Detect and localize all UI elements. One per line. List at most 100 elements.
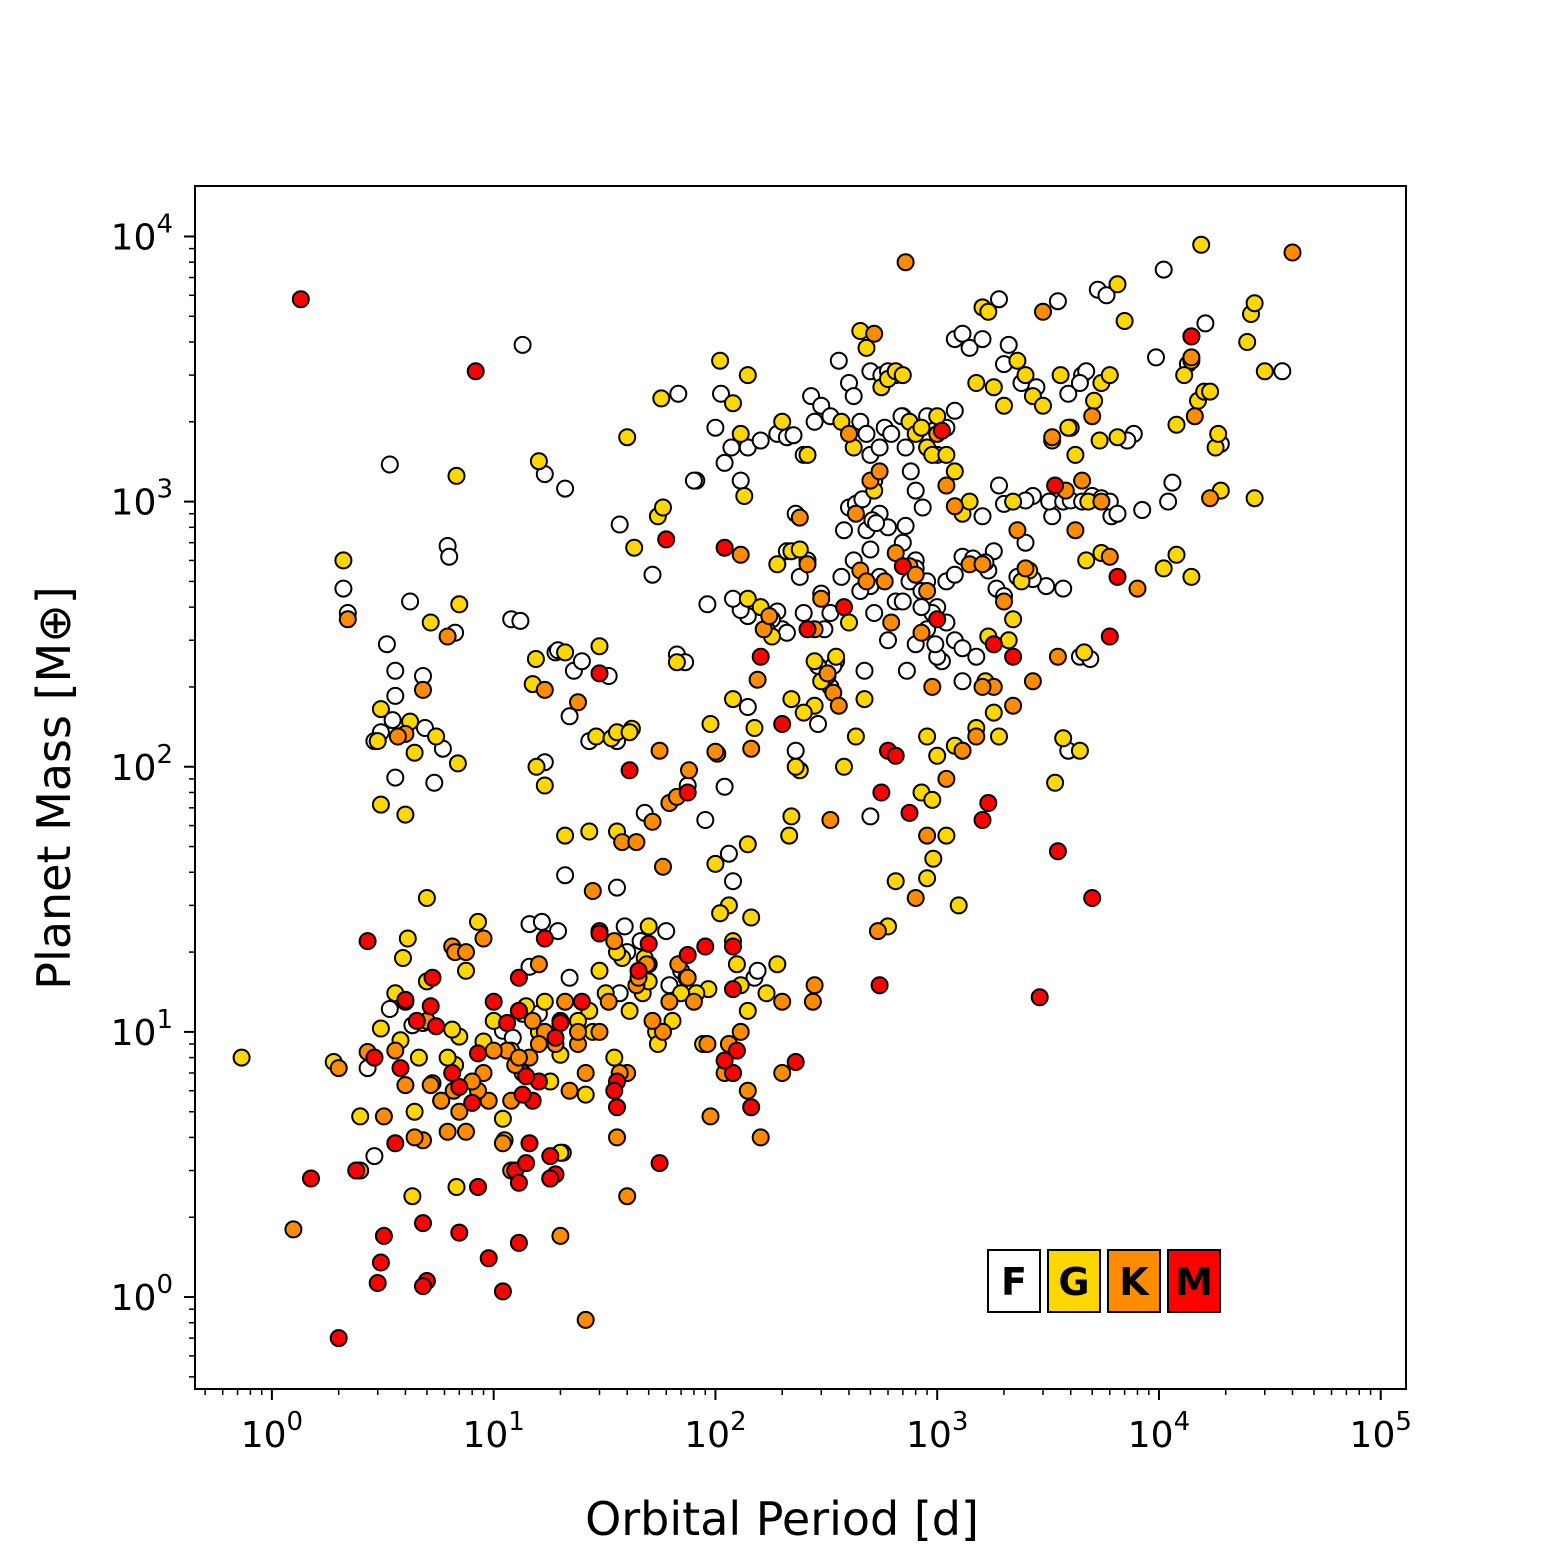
data-point <box>498 1014 517 1032</box>
data-point <box>232 1048 251 1067</box>
data-point <box>1016 533 1035 552</box>
data-point <box>549 922 567 941</box>
data-point <box>513 335 532 354</box>
data-point <box>784 426 803 445</box>
data-point <box>886 872 905 891</box>
data-point <box>1128 579 1147 598</box>
data-point <box>906 565 925 584</box>
y-tick-label: 104 <box>111 209 173 258</box>
data-point <box>868 922 887 941</box>
data-point <box>414 1277 432 1296</box>
data-point <box>960 338 979 357</box>
data-point <box>493 1109 512 1128</box>
data-point <box>945 497 964 516</box>
data-point <box>731 471 750 490</box>
data-point <box>984 703 1003 722</box>
data-point <box>583 882 602 900</box>
data-point <box>479 1249 498 1268</box>
data-point <box>1066 521 1085 540</box>
data-point <box>605 1081 624 1100</box>
data-point <box>786 757 805 776</box>
data-point <box>742 739 761 758</box>
data-point <box>351 1107 370 1126</box>
data-point <box>731 545 750 564</box>
data-point <box>1209 424 1228 443</box>
data-point <box>620 723 639 742</box>
data-point <box>618 428 637 447</box>
data-point <box>1090 431 1109 450</box>
data-point <box>1046 476 1065 495</box>
data-point <box>334 551 353 570</box>
x-tick-label: 104 <box>1128 1407 1190 1456</box>
data-point <box>773 992 792 1011</box>
data-point <box>509 1048 528 1067</box>
data-point <box>447 1178 466 1196</box>
data-point <box>913 498 932 517</box>
data-point <box>405 1102 424 1121</box>
data-point <box>608 1098 626 1117</box>
data-point <box>1070 741 1089 760</box>
data-point <box>794 703 813 722</box>
data-point <box>724 980 742 999</box>
legend-swatch <box>1047 1249 1101 1313</box>
data-point <box>551 1014 570 1032</box>
data-point <box>953 672 972 691</box>
data-point <box>329 1329 348 1348</box>
data-point <box>835 521 853 540</box>
data-point <box>652 389 671 408</box>
data-point <box>450 595 469 614</box>
data-point <box>427 1017 446 1036</box>
data-point <box>560 968 579 987</box>
data-point <box>374 1107 393 1126</box>
data-point <box>879 631 897 650</box>
data-point <box>696 811 715 829</box>
data-point <box>803 992 822 1011</box>
data-point <box>391 1059 410 1078</box>
y-tick-label: 103 <box>111 475 173 524</box>
data-point <box>386 661 405 680</box>
y-tick-label: 102 <box>111 740 173 789</box>
data-point <box>798 555 817 574</box>
data-point <box>786 741 805 760</box>
data-point <box>812 589 831 608</box>
data-point <box>840 613 858 632</box>
data-point <box>928 746 947 765</box>
data-point <box>918 826 937 845</box>
data-point <box>973 811 992 829</box>
data-point <box>1051 366 1070 385</box>
data-point <box>590 961 609 980</box>
data-point <box>576 1310 595 1329</box>
data-point <box>394 949 412 967</box>
data-point <box>715 538 734 557</box>
data-point <box>861 540 880 559</box>
data-point <box>757 984 776 1003</box>
data-point <box>625 538 644 557</box>
data-point <box>995 592 1013 611</box>
data-point <box>794 604 813 622</box>
data-point <box>535 680 554 699</box>
data-point <box>782 690 801 709</box>
data-point <box>667 653 686 672</box>
data-point <box>629 961 648 980</box>
data-point <box>1016 366 1035 385</box>
data-point <box>643 565 662 584</box>
data-point <box>711 904 730 923</box>
data-point <box>443 1020 462 1039</box>
data-point <box>901 462 920 481</box>
data-point <box>1154 260 1173 279</box>
data-point <box>669 384 688 403</box>
data-point <box>405 743 424 762</box>
data-point <box>945 462 964 481</box>
data-point <box>450 1102 469 1121</box>
data-point <box>912 598 931 617</box>
data-point <box>529 452 548 471</box>
data-point <box>368 732 387 751</box>
data-point <box>738 835 757 854</box>
data-point <box>1133 501 1152 519</box>
data-point <box>979 794 998 812</box>
data-point <box>818 664 837 683</box>
data-point <box>973 330 992 349</box>
data-point <box>511 611 530 630</box>
data-point <box>338 610 357 629</box>
data-point <box>383 711 402 730</box>
